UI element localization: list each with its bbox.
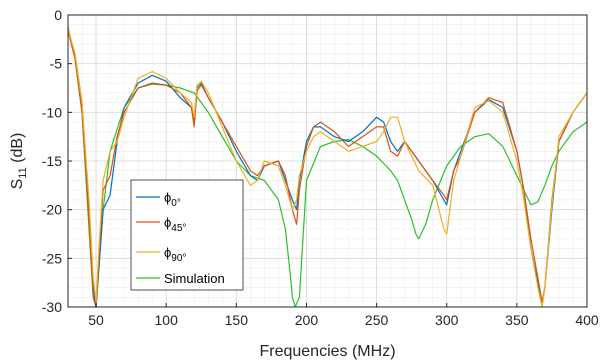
y-axis-title-base: S bbox=[9, 179, 26, 190]
legend-label-phi-0: ϕ0° bbox=[164, 190, 181, 209]
y-axis-title: S11 (dB) bbox=[9, 133, 29, 190]
x-tick-label: 200 bbox=[295, 312, 319, 328]
y-tick-label: -30 bbox=[42, 299, 62, 315]
legend-item-phi-90: ϕ90° bbox=[136, 245, 186, 264]
legend-item-simulation: Simulation bbox=[136, 271, 225, 286]
x-tick-label: 100 bbox=[155, 312, 179, 328]
legend-label-phi-90: ϕ90° bbox=[164, 245, 186, 264]
series-lines bbox=[68, 26, 587, 307]
legend-label-phi-90-sub: 90° bbox=[171, 253, 186, 264]
legend-label-phi-45: ϕ45° bbox=[164, 215, 186, 234]
x-axis-title: Frequencies (MHz) bbox=[259, 343, 395, 360]
y-tick-label: -20 bbox=[42, 202, 62, 218]
y-axis-title-sub: 11 bbox=[17, 167, 29, 178]
series-line-simulation bbox=[68, 26, 587, 307]
x-tick-label: 250 bbox=[365, 312, 389, 328]
x-tick-label: 300 bbox=[435, 312, 459, 328]
y-tick-label: 0 bbox=[54, 7, 62, 23]
y-tick-label: -25 bbox=[42, 250, 62, 266]
legend-label-phi-0-sub: 0° bbox=[171, 198, 181, 209]
x-tick-label: 350 bbox=[505, 312, 529, 328]
x-tick-label: 50 bbox=[88, 312, 104, 328]
legend: ϕ0° ϕ45° ϕ90° Simulation bbox=[130, 179, 244, 291]
legend-label-phi-0-name: ϕ bbox=[164, 190, 171, 205]
y-axis-title-suffix: (dB) bbox=[9, 133, 26, 168]
legend-label-phi-45-sub: 45° bbox=[171, 223, 186, 234]
legend-item-phi-45: ϕ45° bbox=[136, 215, 186, 234]
y-axis-ticks: 0 -5 -10 -15 -20 -25 -30 bbox=[42, 7, 72, 315]
series-line-phi-45 bbox=[68, 30, 587, 307]
y-tick-label: -10 bbox=[42, 104, 62, 120]
legend-box bbox=[130, 179, 244, 291]
x-tick-label: 150 bbox=[225, 312, 249, 328]
legend-label-phi-45-name: ϕ bbox=[164, 215, 171, 230]
legend-label-phi-90-name: ϕ bbox=[164, 245, 171, 260]
series-line-phi-0 bbox=[68, 29, 587, 307]
x-axis-ticks: 50 100 150 200 250 300 350 400 bbox=[88, 303, 599, 328]
series-line-phi-90 bbox=[68, 28, 587, 307]
x-tick-label: 400 bbox=[575, 312, 599, 328]
y-tick-label: -15 bbox=[42, 153, 62, 169]
legend-label-simulation: Simulation bbox=[164, 271, 225, 286]
legend-item-phi-0: ϕ0° bbox=[136, 190, 181, 209]
y-tick-label: -5 bbox=[50, 56, 63, 72]
